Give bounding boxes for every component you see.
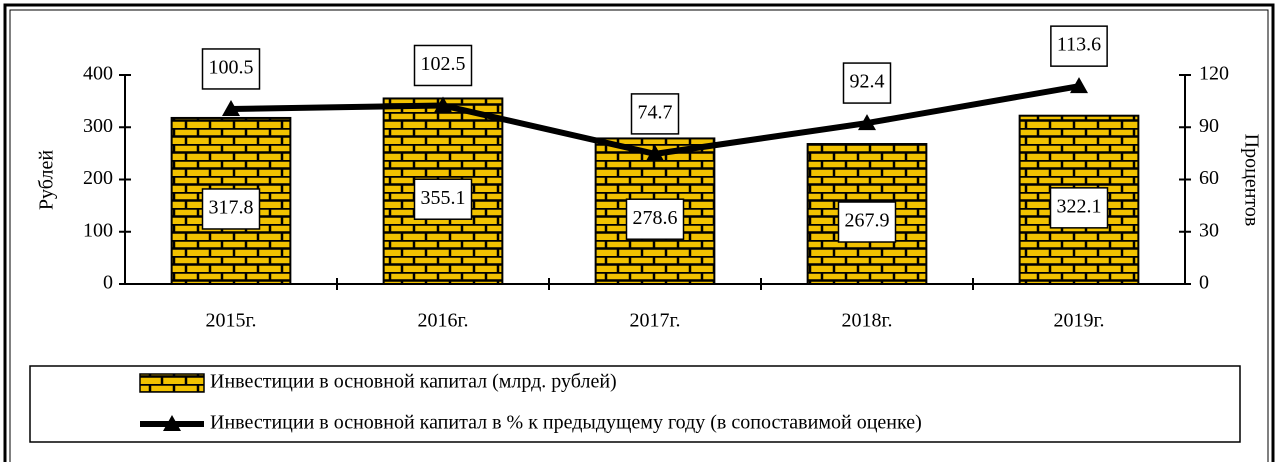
line-value-label: 102.5 bbox=[421, 53, 466, 75]
y-tick-label: 300 bbox=[83, 115, 113, 137]
y-tick-label: 200 bbox=[83, 167, 113, 189]
bar-value-label-box bbox=[1049, 187, 1109, 229]
bar-value-label: 322.1 bbox=[1057, 195, 1102, 217]
x-tick-label: 2019г. bbox=[1054, 310, 1105, 332]
y-tick-label: 100 bbox=[83, 219, 113, 241]
bar-value-label-box bbox=[413, 178, 473, 220]
bar-value-label-box bbox=[837, 201, 897, 243]
y-tick-label: 0 bbox=[103, 272, 113, 294]
legend-label: Инвестиции в основной капитал (млрд. руб… bbox=[210, 371, 617, 393]
x-tick-label: 2017г. bbox=[630, 310, 681, 332]
line-marker bbox=[434, 96, 452, 113]
x-tick-label: 2018г. bbox=[842, 310, 893, 332]
x-tick-label: 2015г. bbox=[206, 310, 257, 332]
line-value-label-box bbox=[630, 93, 680, 135]
line-marker bbox=[222, 99, 240, 116]
legend bbox=[29, 365, 1241, 443]
line-value-label: 92.4 bbox=[850, 71, 885, 93]
y2-tick-label: 30 bbox=[1199, 219, 1219, 241]
line-marker bbox=[1070, 77, 1088, 94]
y-axis-label: Рублей bbox=[36, 150, 58, 210]
line-value-label-box bbox=[201, 48, 261, 90]
line-value-label-box bbox=[1050, 25, 1108, 67]
legend-marker bbox=[163, 415, 181, 431]
bar-value-label-box bbox=[625, 198, 685, 240]
bar-value-label: 355.1 bbox=[421, 187, 466, 209]
y2-tick-label: 0 bbox=[1199, 272, 1209, 294]
bar-value-label: 267.9 bbox=[845, 210, 890, 232]
x-tick-label: 2016г. bbox=[418, 310, 469, 332]
bar-value-label: 278.6 bbox=[633, 207, 678, 229]
frame-inner bbox=[9, 9, 1269, 462]
bar-value-label: 317.8 bbox=[209, 197, 254, 219]
line-marker bbox=[646, 144, 664, 161]
frame bbox=[3, 3, 1275, 462]
legend-swatch bbox=[139, 373, 205, 393]
y2-tick-label: 120 bbox=[1199, 63, 1229, 85]
y-tick-label: 400 bbox=[83, 63, 113, 85]
line-value-label: 100.5 bbox=[209, 57, 254, 79]
bar-value-label-box bbox=[201, 188, 261, 230]
line-value-label-box bbox=[413, 44, 473, 87]
y2-tick-label: 90 bbox=[1199, 115, 1219, 137]
y2-axis-label: Процентов bbox=[1240, 134, 1262, 227]
line-value-label: 113.6 bbox=[1057, 34, 1101, 56]
y2-tick-label: 60 bbox=[1199, 167, 1219, 189]
line-value-label: 74.7 bbox=[638, 101, 673, 123]
legend-label: Инвестиции в основной капитал в % к пред… bbox=[210, 412, 922, 434]
line-marker bbox=[858, 114, 876, 131]
line-value-label-box bbox=[842, 62, 892, 104]
